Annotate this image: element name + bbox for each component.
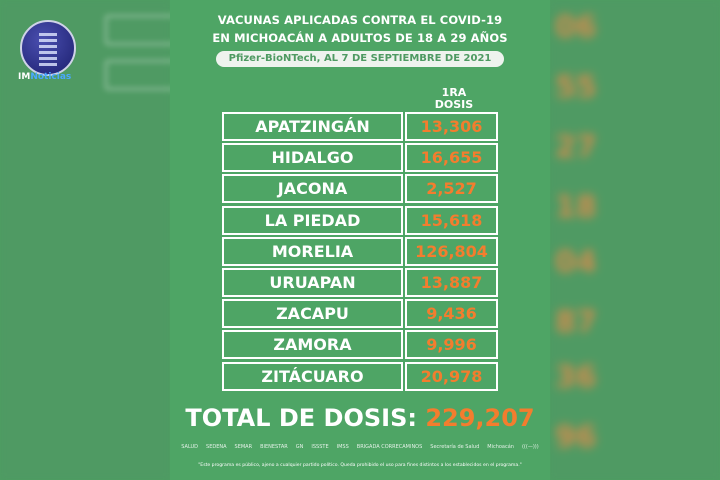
title-line-2: EN MICHOACÁN A ADULTOS DE 18 A 29 AÑOS [212, 31, 508, 45]
dosis-cell: 126,804 [405, 236, 498, 266]
dosis-cell: 13,887 [405, 267, 498, 297]
im-noticias-logo [20, 20, 76, 76]
blurred-row [105, 15, 179, 45]
table-row: APATZINGÁN 13,306 [222, 112, 498, 141]
blurred-number: 36 [555, 360, 597, 395]
dosis-cell: 9,436 [405, 299, 498, 329]
table-row: URUAPAN 13,887 [222, 267, 498, 297]
municipio-cell: ZITÁCUARO [222, 361, 403, 391]
subtitle-pill: Pfizer-BioNTech, AL 7 DE SEPTIEMBRE DE 2… [216, 51, 504, 67]
table-row: MORELIA 126,804 [222, 236, 498, 266]
institution-logo: GN [295, 444, 304, 450]
blurred-background-left [0, 0, 179, 480]
table-row: ZITÁCUARO 20,978 [222, 361, 498, 391]
municipio-cell: ZAMORA [222, 330, 403, 360]
logo-text: IMNoticias [18, 72, 72, 82]
title-line-1: VACUNAS APLICADAS CONTRA EL COVID-19 [217, 13, 503, 27]
blurred-number: 55 [555, 70, 597, 105]
column-header: 1RA DOSIS [434, 86, 474, 111]
disclaimer: "Este programa es público, ajeno a cualq… [198, 463, 522, 468]
blurred-number: 27 [555, 130, 597, 165]
municipio-cell: JACONA [222, 174, 403, 204]
municipio-cell: URUAPAN [222, 267, 403, 297]
total-doses: TOTAL DE DOSIS: 229,207 [185, 404, 535, 432]
blurred-background-right: 06 55 27 18 04 87 36 96 [550, 0, 720, 480]
institution-logo: (((—))) [521, 444, 539, 450]
table-row: LA PIEDAD 15,618 [222, 205, 498, 235]
municipio-cell: ZACAPU [222, 299, 403, 329]
table-row: ZAMORA 9,996 [222, 330, 498, 360]
institution-logo: SEDENA [206, 444, 227, 450]
blurred-number: 06 [555, 10, 597, 45]
municipio-cell: HIDALGO [222, 143, 403, 173]
institution-logo: BIENESTAR [260, 444, 288, 450]
dosis-cell: 13,306 [405, 112, 498, 141]
institution-logo: Michoacán [487, 444, 514, 450]
institution-logo: ISSSTE [311, 444, 329, 450]
municipio-cell: LA PIEDAD [222, 205, 403, 235]
dosis-cell: 2,527 [405, 174, 498, 204]
dosis-cell: 15,618 [405, 205, 498, 235]
blurred-number: 87 [555, 305, 597, 340]
dosis-cell: 20,978 [405, 361, 498, 391]
dosis-cell: 16,655 [405, 143, 498, 173]
infographic-panel: VACUNAS APLICADAS CONTRA EL COVID-19 EN … [170, 0, 550, 480]
table-row: JACONA 2,527 [222, 174, 498, 204]
blurred-number: 04 [555, 245, 597, 280]
blurred-number: 96 [555, 420, 597, 455]
municipio-cell: APATZINGÁN [222, 112, 403, 141]
doses-table: APATZINGÁN 13,306 HIDALGO 16,655 JACONA 2,527… [222, 112, 498, 393]
blurred-row [105, 60, 179, 90]
institution-logo: Secretaría de Salud [430, 444, 480, 450]
table-row: ZACAPU 9,436 [222, 299, 498, 329]
institution-logos: SALUD SEDENA SEMAR BIENESTAR GN ISSSTE IMSS BRI… [170, 444, 550, 450]
institution-logo: SEMAR [234, 444, 253, 450]
institution-logo: BRIGADA CORRECAMINOS [356, 444, 423, 450]
institution-logo: SALUD [181, 444, 199, 450]
municipio-cell: MORELIA [222, 236, 403, 266]
institution-logo: IMSS [336, 444, 349, 450]
blurred-number: 18 [555, 190, 597, 225]
table-row: HIDALGO 16,655 [222, 143, 498, 173]
dosis-cell: 9,996 [405, 330, 498, 360]
